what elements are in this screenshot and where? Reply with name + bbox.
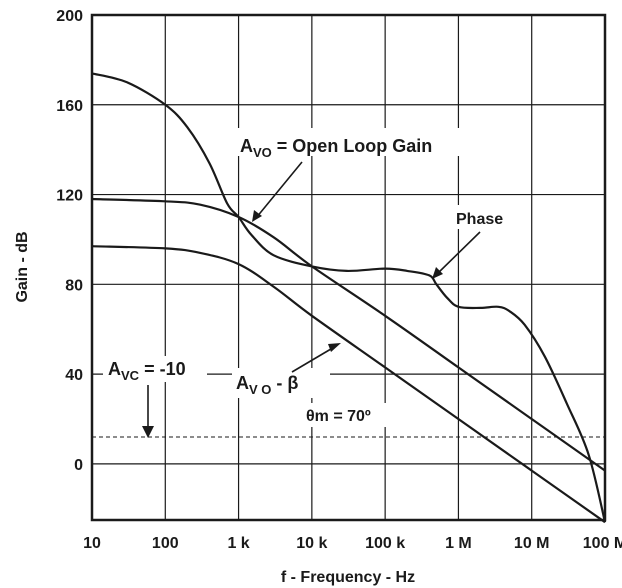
series-avo-beta-line [91,245,606,524]
series-phase-line [91,72,607,523]
y-tick-label: 200 [56,8,83,25]
svg-text:Phase: Phase [456,211,503,228]
svg-text:AVC = -10: AVC = -10 [108,359,186,383]
annotation-phase: Phase [432,205,526,279]
plot-frame [90,13,607,522]
x-tick-label: 1 k [227,535,249,552]
x-tick-label: 100 M [583,535,622,552]
x-tick-label: 100 [152,535,179,552]
x-tick-label: 100 k [365,535,405,552]
svg-text:AV O - β: AV O - β [236,373,298,397]
open-loop-arrow [255,161,303,219]
x-tick-label: 10 [83,535,101,552]
avo-beta-arrow [291,345,337,373]
svg-text:AVO = Open Loop Gain: AVO = Open Loop Gain [240,136,432,160]
avo-beta-arrowhead [328,343,341,352]
y-tick-label: 160 [56,98,83,115]
annotation-open-loop-gain: AVO = Open Loop Gain [232,128,480,222]
phase-arrowhead [432,267,443,279]
y-tick-label: 0 [74,457,83,474]
series-avo-line [91,197,606,472]
x-tick-labels: 10 100 1 k 10 k 100 k 1 M 10 M 100 M [83,535,622,552]
phase-arrow [435,231,481,276]
grid-lines [91,14,606,520]
svg-text:θm = 70º: θm = 70º [306,408,371,425]
y-tick-labels: 0 40 80 120 160 200 [56,8,83,474]
annotation-avc: AVC = -10 [103,356,207,438]
x-axis-label: f - Frequency - Hz [281,569,415,586]
open-loop-arrowhead [252,210,262,222]
y-tick-label: 120 [56,188,83,205]
y-tick-label: 80 [65,277,83,294]
y-tick-label: 40 [65,367,83,384]
avc-arrowhead [142,426,154,438]
x-tick-label: 10 M [514,535,550,552]
x-tick-label: 1 M [445,535,472,552]
annotation-avo-beta: AV O - β [232,343,341,398]
y-axis-label: Gain - dB [14,231,31,302]
curves [91,72,607,524]
annotation-phase-margin: θm = 70º [302,403,402,427]
x-tick-label: 10 k [296,535,327,552]
